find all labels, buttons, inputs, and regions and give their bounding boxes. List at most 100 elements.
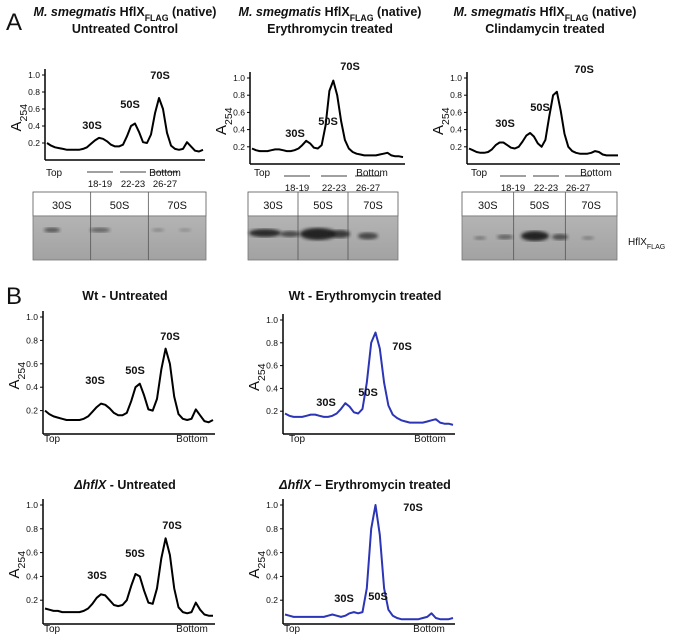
peak-label: 70S	[162, 520, 182, 532]
profile-line	[468, 90, 618, 157]
x-end-label: Bottom	[149, 168, 181, 179]
y-tick-label: 0.8	[266, 524, 278, 534]
y-tick-label: 0.4	[26, 382, 38, 392]
text-part: 254	[16, 551, 28, 569]
text-part: (native)	[169, 5, 217, 19]
x-end-label: Top	[44, 624, 61, 635]
text-part: (native)	[589, 5, 637, 19]
lane-label: 30S	[263, 200, 283, 212]
peak-label: 70S	[160, 331, 180, 343]
fraction-label: 18-19	[285, 183, 309, 194]
y-tick-label: 0.4	[26, 571, 38, 581]
peak-label: 30S	[82, 120, 102, 132]
y-tick-label: 0.2	[233, 142, 245, 152]
text-part: FLAG	[145, 13, 169, 23]
blot-header	[461, 191, 618, 217]
text-part: (native)	[374, 5, 422, 19]
blot-band	[497, 234, 513, 240]
peak-label: 30S	[495, 118, 515, 130]
profile-line	[284, 331, 454, 426]
y-tick-label: 0.2	[266, 595, 278, 605]
lane-label: 30S	[478, 200, 498, 212]
y-tick-label: 1.0	[28, 70, 40, 80]
text-part: 254	[16, 362, 28, 380]
text-part: A	[213, 125, 230, 135]
text-part: A	[8, 121, 25, 131]
blot-gel	[32, 215, 207, 261]
y-tick-label: 1.0	[26, 500, 38, 510]
chart-title: M. smegmatis HflXFLAG (native)	[454, 5, 637, 23]
y-tick-label: 0.4	[233, 125, 245, 135]
peak-label: 70S	[340, 61, 360, 73]
lane-label: 30S	[52, 200, 72, 212]
peak-label: 50S	[125, 365, 145, 377]
blot-band	[474, 236, 486, 240]
y-tick-label: 0.8	[233, 90, 245, 100]
text-part: FLAG	[647, 244, 665, 251]
chart-title: M. smegmatis HflXFLAG (native)	[239, 5, 422, 23]
fraction-label: 26-27	[566, 183, 590, 194]
y-tick-label: 0.8	[28, 87, 40, 97]
peak-label: 50S	[368, 591, 388, 603]
blot-header	[32, 191, 207, 217]
x-end-label: Top	[254, 168, 271, 179]
text-part: 254	[440, 107, 452, 125]
peak-label: 50S	[530, 102, 550, 114]
y-tick-label: 0.2	[450, 142, 462, 152]
blot-band	[300, 228, 336, 240]
panel-label: B	[6, 283, 22, 310]
blot-band	[552, 234, 568, 240]
lane-label: 70S	[581, 200, 601, 212]
peak-label: 70S	[392, 341, 412, 353]
chart-title: ΔhflX - Untreated	[73, 478, 175, 492]
text-part: 254	[256, 551, 268, 569]
x-end-label: Top	[289, 434, 306, 445]
y-tick-label: 0.6	[233, 107, 245, 117]
profile-line	[46, 97, 204, 153]
x-end-label: Bottom	[580, 168, 612, 179]
y-axis-label: A254	[246, 363, 268, 391]
fraction-label: 26-27	[153, 179, 177, 190]
blot-header	[247, 191, 399, 217]
text-part: M. smegmatis	[239, 5, 322, 19]
x-end-label: Top	[44, 434, 61, 445]
y-axis-label: A254	[430, 107, 452, 135]
text-part: 254	[18, 104, 30, 122]
text-part: HflX	[628, 237, 647, 248]
chart-title: Untreated Control	[72, 22, 178, 36]
peak-label: 50S	[318, 116, 338, 128]
x-end-label: Bottom	[413, 624, 445, 635]
y-tick-label: 0.4	[266, 571, 278, 581]
x-end-label: Top	[284, 624, 301, 635]
x-end-label: Top	[46, 168, 63, 179]
text-part: – Erythromycin treated	[311, 478, 451, 492]
text-part: 254	[256, 363, 268, 381]
panel-label: A	[6, 9, 22, 36]
text-part: Erythromycin treated	[267, 22, 393, 36]
y-tick-label: 1.0	[26, 312, 38, 322]
y-axis-label: A254	[213, 107, 235, 135]
y-tick-label: 1.0	[233, 73, 245, 83]
lane-label: 70S	[363, 200, 383, 212]
x-end-label: Bottom	[414, 434, 446, 445]
peak-label: 30S	[87, 570, 107, 582]
blot-band	[152, 228, 164, 232]
y-tick-label: 0.2	[266, 406, 278, 416]
x-end-label: Bottom	[176, 624, 208, 635]
profile-line	[251, 79, 404, 159]
y-tick-label: 0.8	[26, 524, 38, 534]
blot-band	[44, 227, 60, 233]
text-part: Wt - Erythromycin treated	[289, 289, 442, 303]
text-part: A	[246, 381, 263, 391]
blot-band	[582, 236, 594, 240]
chart-title: M. smegmatis HflXFLAG (native)	[34, 5, 217, 23]
y-tick-label: 1.0	[450, 73, 462, 83]
blot-label: HflXFLAG	[628, 237, 665, 251]
y-tick-label: 0.8	[450, 90, 462, 100]
text-part: FLAG	[350, 13, 374, 23]
y-tick-label: 0.2	[26, 595, 38, 605]
y-tick-label: 0.6	[26, 548, 38, 558]
lane-label: 50S	[110, 200, 130, 212]
fraction-label: 22-23	[534, 183, 558, 194]
